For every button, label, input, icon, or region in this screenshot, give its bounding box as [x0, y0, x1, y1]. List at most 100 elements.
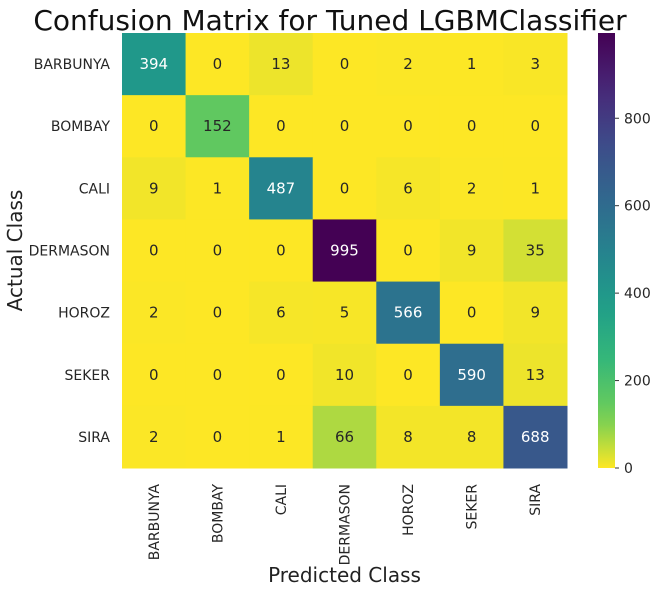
heatmap-cell — [376, 95, 441, 158]
cell-value-label: 0 — [213, 366, 223, 384]
cell-value-label: 0 — [467, 304, 477, 322]
heatmap-cell — [122, 405, 187, 469]
heatmap-cell — [439, 281, 504, 345]
y-tick-label: SEKER — [65, 368, 111, 384]
heatmap-cell — [312, 343, 377, 407]
heatmap-cell — [376, 281, 441, 345]
cell-value-label: 2 — [467, 179, 477, 197]
heatmap-cell — [439, 157, 504, 220]
colorbar-tick-label: 0 — [624, 461, 633, 477]
heatmap-cell — [503, 95, 568, 158]
heatmap-cell — [312, 405, 377, 469]
cell-value-label: 0 — [276, 242, 286, 260]
cell-value-label: 2 — [149, 304, 159, 322]
heatmap-cell — [185, 157, 250, 220]
cell-value-label: 995 — [330, 242, 359, 260]
heatmap-cell — [122, 95, 187, 158]
cell-value-label: 0 — [340, 179, 350, 197]
heatmap-cell — [312, 95, 377, 158]
y-tick-labels: BARBUNYA BOMBAY CALI DERMASON HOROZ SEKER SIRA — [29, 57, 111, 446]
heatmap-cell — [249, 281, 314, 345]
cell-value-label: 9 — [149, 179, 159, 197]
cell-value-label: 2 — [403, 55, 413, 73]
cell-value-label: 0 — [340, 117, 350, 135]
heatmap-cells: 394 0 13 0 2 1 30 152 0 0 0 0 09 1 487 0 6 2 10 0 0 995 0 9 352 0… — [122, 33, 568, 469]
cell-value-label: 487 — [267, 179, 296, 197]
heatmap-cell — [312, 219, 377, 283]
heatmap-cell — [122, 281, 187, 345]
colorbar-tick-label: 200 — [624, 374, 651, 390]
heatmap-cell — [185, 343, 250, 407]
heatmap-cell — [503, 33, 568, 96]
heatmap-cell — [185, 33, 250, 96]
heatmap-cell — [312, 33, 377, 96]
x-tick-label: DERMASON — [338, 484, 354, 565]
heatmap-cell — [185, 405, 250, 469]
cell-value-label: 0 — [213, 242, 223, 260]
heatmap-cell — [185, 219, 250, 283]
x-tick-label: CALI — [274, 484, 290, 515]
cell-value-label: 0 — [403, 117, 413, 135]
heatmap-cell — [249, 33, 314, 96]
heatmap-cell — [312, 281, 377, 345]
cell-value-label: 0 — [467, 117, 477, 135]
cell-value-label: 1 — [276, 428, 286, 446]
cell-value-label: 152 — [203, 117, 232, 135]
heatmap-cell — [439, 343, 504, 407]
heatmap-cell — [249, 95, 314, 158]
cell-value-label: 0 — [149, 366, 159, 384]
heatmap-cell — [249, 219, 314, 283]
cell-value-label: 9 — [530, 304, 540, 322]
y-tick-label: BARBUNYA — [34, 57, 111, 73]
cell-value-label: 2 — [149, 428, 159, 446]
cell-value-label: 1 — [213, 179, 223, 197]
x-tick-label: BOMBAY — [210, 484, 226, 544]
cell-value-label: 394 — [139, 55, 168, 73]
y-tick-label: SIRA — [78, 430, 110, 446]
heatmap-cell — [439, 95, 504, 158]
cell-value-label: 566 — [394, 304, 423, 322]
cell-value-label: 1 — [467, 55, 477, 73]
heatmap-cell — [376, 405, 441, 469]
colorbar — [598, 33, 615, 468]
cell-value-label: 0 — [149, 242, 159, 260]
x-tick-label: BARBUNYA — [147, 484, 163, 561]
y-tick-label: CALI — [79, 181, 110, 197]
heatmap-cell — [439, 33, 504, 96]
colorbar-ticks: 0 200 400 600 800 — [615, 111, 651, 477]
heatmap-cell — [503, 343, 568, 407]
cell-value-label: 1 — [530, 179, 540, 197]
cell-value-label: 6 — [276, 304, 286, 322]
cell-value-label: 66 — [335, 428, 354, 446]
cell-value-label: 0 — [213, 304, 223, 322]
cell-value-label: 8 — [403, 428, 413, 446]
x-tick-label: SIRA — [528, 484, 544, 516]
cell-value-label: 0 — [213, 55, 223, 73]
heatmap-cell — [376, 343, 441, 407]
cell-value-label: 10 — [335, 366, 354, 384]
x-tick-label: SEKER — [465, 484, 481, 530]
y-tick-label: HOROZ — [58, 306, 110, 322]
cell-value-label: 590 — [457, 366, 486, 384]
heatmap-cell — [503, 281, 568, 345]
heatmap-cell — [376, 33, 441, 96]
cell-value-label: 688 — [521, 428, 550, 446]
x-axis-label: Predicted Class — [268, 563, 421, 587]
chart-title: Confusion Matrix for Tuned LGBMClassifie… — [33, 4, 627, 37]
heatmap-cell — [439, 219, 504, 283]
heatmap-cell — [439, 405, 504, 469]
heatmap-cell — [122, 157, 187, 220]
cell-value-label: 8 — [467, 428, 477, 446]
cell-value-label: 0 — [530, 117, 540, 135]
cell-value-label: 5 — [340, 304, 350, 322]
colorbar-tick-label: 400 — [624, 286, 651, 302]
y-axis-label: Actual Class — [3, 190, 27, 312]
x-tick-labels: BARBUNYA BOMBAY CALI DERMASON HOROZ SEKER SIRA — [147, 484, 544, 566]
cell-value-label: 0 — [276, 366, 286, 384]
colorbar-tick-label: 800 — [624, 111, 651, 127]
heatmap-cell — [503, 157, 568, 220]
cell-value-label: 0 — [403, 242, 413, 260]
cell-value-label: 3 — [530, 55, 540, 73]
heatmap-cell — [503, 219, 568, 283]
